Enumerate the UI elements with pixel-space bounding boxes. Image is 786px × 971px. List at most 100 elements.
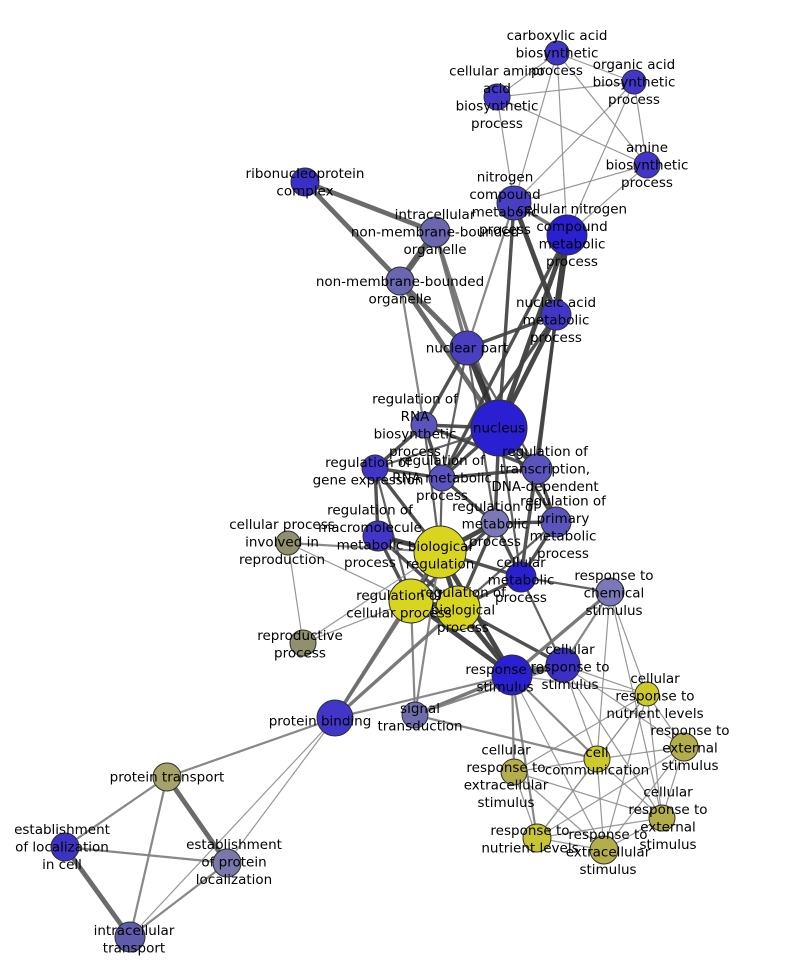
node-rchem[interactable] (595, 577, 625, 607)
node-label-crstim: cellular response to stimulus (530, 642, 609, 693)
node-crext[interactable] (648, 804, 676, 832)
node-label-nucleus: nucleus (473, 421, 525, 437)
edge (440, 314, 558, 479)
node-nmbo[interactable] (385, 266, 415, 296)
edge (333, 606, 460, 720)
edge (556, 52, 648, 166)
edge (513, 771, 663, 819)
edge (511, 202, 559, 316)
node-label-nitro: nitrogen compound metabolic process (469, 169, 540, 238)
node-label-cellmet: cellular metabolic process (488, 555, 555, 606)
node-rgene[interactable] (361, 454, 389, 482)
node-eploc[interactable] (212, 848, 242, 878)
edge (609, 591, 663, 819)
node-amine[interactable] (633, 151, 661, 179)
node-ptrans[interactable] (152, 762, 182, 792)
node-nitro[interactable] (496, 185, 532, 221)
node-label-amine: amine biosynthetic process (606, 140, 689, 191)
node-rprim[interactable] (540, 506, 572, 538)
node-label-ribo: ribonucleoprotein complex (246, 166, 365, 200)
node-label-ccomm: cell communication (545, 745, 649, 779)
edge (165, 775, 229, 865)
node-pbind[interactable] (316, 699, 354, 737)
node-rext[interactable] (669, 732, 699, 762)
edge (513, 81, 635, 204)
node-camino[interactable] (483, 83, 511, 111)
node-rextr[interactable] (589, 835, 619, 865)
node-cpir[interactable] (275, 530, 301, 556)
node-label-cpir: cellular process involved in reproduction (229, 517, 335, 568)
node-cnitro[interactable] (546, 214, 588, 256)
node-label-nmbo: non-membrane-bounded organelle (316, 274, 484, 308)
edge (287, 542, 304, 644)
edge (496, 96, 515, 204)
edge (63, 845, 132, 939)
edge (562, 664, 685, 748)
edge (535, 314, 558, 470)
node-label-rtrans: regulation of transcription, DNA-dependent (491, 444, 598, 495)
edge (302, 551, 441, 644)
node-rcell[interactable] (388, 578, 434, 624)
node-rstim[interactable] (491, 654, 533, 696)
node-rtrans[interactable] (521, 453, 553, 485)
node-label-camino: cellular amino acid biosynthetic process (449, 63, 545, 132)
node-sigtrans[interactable] (401, 701, 429, 729)
node-label-rstim: response to stimulus (465, 662, 544, 696)
edge (129, 862, 228, 938)
edge (596, 758, 663, 819)
edge (536, 817, 663, 839)
node-inmbo[interactable] (419, 216, 451, 248)
node-label-rchem: response to chemical stimulus (574, 568, 653, 619)
edge (333, 600, 413, 719)
node-rmet[interactable] (480, 508, 510, 538)
node-label-cnitro: cellular nitrogen compound metabolic proces… (517, 201, 627, 270)
node-ribo[interactable] (290, 167, 320, 197)
node-org[interactable] (621, 69, 647, 95)
node-label-sigtrans: signal transduction (377, 701, 462, 735)
node-rnut[interactable] (522, 823, 552, 853)
edge (64, 845, 228, 865)
edge (129, 717, 336, 938)
edge (513, 52, 558, 204)
node-elic[interactable] (50, 832, 80, 862)
edge (513, 758, 598, 773)
node-label-rcell: regulation of cellular process (346, 588, 452, 622)
node-rmacro[interactable] (362, 520, 394, 552)
node-rrnamet[interactable] (428, 464, 456, 492)
edge (166, 716, 336, 779)
edge (536, 758, 598, 839)
edge (465, 202, 516, 349)
edge (496, 234, 570, 429)
edge (287, 542, 412, 602)
node-crextr[interactable] (500, 758, 528, 786)
node-ccomm[interactable] (583, 745, 611, 773)
node-rbio[interactable] (435, 585, 481, 631)
node-cellmet[interactable] (505, 561, 537, 593)
edge (128, 776, 169, 938)
node-label-rgene: regulation of gene expression (313, 455, 424, 489)
node-itrans[interactable] (114, 921, 146, 953)
node-label-rprim: regulation of primary metabolic process (520, 493, 607, 562)
node-crnut[interactable] (634, 681, 660, 707)
node-carb[interactable] (544, 40, 570, 66)
node-label-eploc: establishment of protein localization (186, 837, 282, 888)
node-npart[interactable] (449, 330, 485, 366)
node-rrnabio[interactable] (410, 411, 438, 439)
edge (603, 693, 648, 851)
node-label-ptrans: protein transport (110, 770, 225, 786)
node-bioreg[interactable] (413, 525, 467, 579)
node-label-rbio: regulation of biological process (420, 585, 507, 636)
edge (496, 96, 648, 166)
edge (609, 591, 648, 695)
edge (596, 758, 605, 851)
node-crstim[interactable] (545, 647, 581, 683)
node-repro[interactable] (289, 629, 317, 657)
node-nam[interactable] (540, 299, 572, 331)
node-label-repro: reproductive process (257, 628, 343, 662)
edge (440, 347, 469, 479)
node-label-crextr: cellular response to extracellular stimulus (464, 742, 549, 811)
node-label-inmbo: intracellular non-membrane-bounded organel… (351, 207, 519, 258)
node-nucleus[interactable] (470, 399, 528, 457)
